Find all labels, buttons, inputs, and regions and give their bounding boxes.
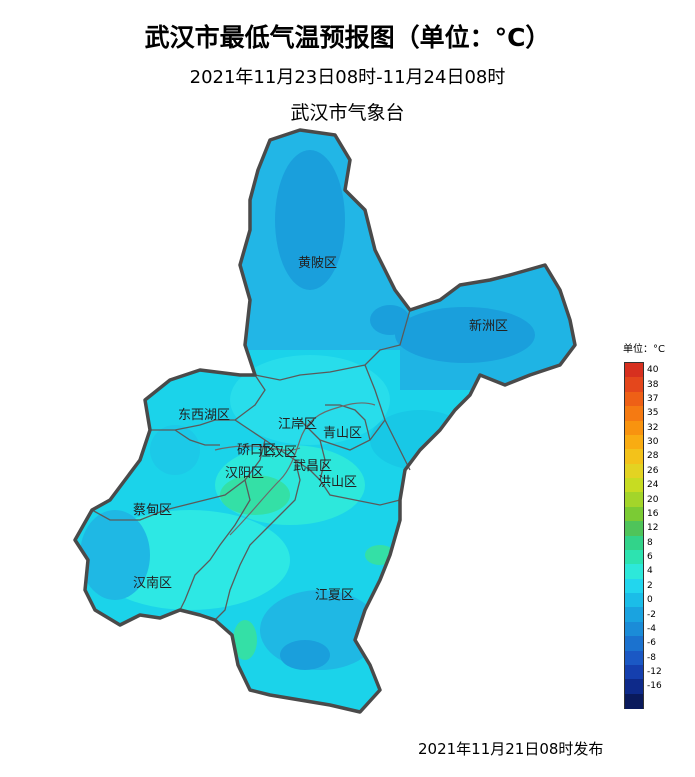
legend-label: 32 xyxy=(647,422,659,433)
legend-swatch xyxy=(625,593,643,608)
legend-label: 6 xyxy=(647,552,653,563)
color-legend: 40 38 37 35 32 30 28 26 24 20 16 12 8 6 4 2 0 -2 -4 -6 -8 -12… xyxy=(624,362,662,709)
legend-label: 37 xyxy=(647,393,659,404)
legend-title: 单位：°C xyxy=(623,344,665,355)
legend-label: 26 xyxy=(647,465,659,476)
legend-label: -16 xyxy=(647,681,662,692)
legend-label: 12 xyxy=(647,523,659,534)
legend-swatch xyxy=(625,607,643,623)
legend-label: 30 xyxy=(647,437,659,448)
legend-label: 38 xyxy=(647,379,659,390)
legend-label: -4 xyxy=(647,623,656,634)
label-huangpi: 黄陂区 xyxy=(298,255,337,271)
legend-swatch xyxy=(625,621,643,637)
legend-swatch xyxy=(625,463,643,479)
legend-swatch xyxy=(625,506,643,522)
legend-label: -8 xyxy=(647,652,656,663)
legend-swatch xyxy=(625,406,643,421)
legend-label: 0 xyxy=(647,595,653,606)
legend-label: 28 xyxy=(647,451,659,462)
label-hongshan: 洪山区 xyxy=(318,475,357,490)
legend-label: 8 xyxy=(647,537,653,548)
legend-swatch xyxy=(625,650,643,666)
label-caidian: 蔡甸区 xyxy=(133,503,172,518)
legend-swatch xyxy=(625,693,643,709)
legend-label: -12 xyxy=(647,667,662,678)
label-xinzhou: 新洲区 xyxy=(469,318,508,334)
legend-swatch xyxy=(625,636,643,651)
legend-swatch xyxy=(625,549,643,565)
legend-swatch xyxy=(625,391,643,407)
forecast-period: 2021年11月23日08时-11月24日08时 xyxy=(189,67,506,88)
label-qingshan: 青山区 xyxy=(323,426,362,441)
legend-label: -2 xyxy=(647,609,656,620)
city-border xyxy=(73,128,577,714)
map-title: 武汉市最低气温预报图（单位：°C） xyxy=(144,23,551,52)
legend-label: 35 xyxy=(647,408,659,419)
legend-label: 16 xyxy=(647,508,659,519)
legend-label: -6 xyxy=(647,638,656,649)
label-jiangxia: 江夏区 xyxy=(315,588,354,603)
label-jiangan: 江岸区 xyxy=(278,417,317,432)
legend-label: 2 xyxy=(647,580,653,591)
label-jianghan: 江汉区 xyxy=(258,445,297,460)
label-hanyang: 汉阳区 xyxy=(225,466,264,481)
legend-swatch xyxy=(625,492,643,508)
publish-time: 2021年11月21日08时发布 xyxy=(418,740,604,758)
legend-swatch xyxy=(625,535,643,551)
legend-swatch xyxy=(625,420,643,436)
legend-swatch xyxy=(625,478,643,493)
label-wuchang: 武昌区 xyxy=(293,459,332,474)
district-boundaries xyxy=(91,309,411,621)
label-qiaokou: 硚口区 xyxy=(237,443,276,458)
issuer-name: 武汉市气象台 xyxy=(290,102,405,124)
label-hannan: 汉南区 xyxy=(133,575,172,591)
legend-swatch xyxy=(625,578,643,594)
rivers xyxy=(214,402,376,536)
legend-swatch xyxy=(625,521,643,536)
label-dongxihu: 东西湖区 xyxy=(178,408,230,423)
legend-label: 24 xyxy=(647,480,659,491)
legend-label: 20 xyxy=(647,494,659,505)
legend-swatch xyxy=(625,664,643,680)
legend-swatch xyxy=(625,449,643,465)
legend-swatch xyxy=(625,564,643,580)
legend-swatch xyxy=(625,363,643,378)
legend-swatch xyxy=(625,434,643,450)
legend-label: 40 xyxy=(647,365,659,376)
legend-swatch xyxy=(625,377,643,393)
legend-swatch xyxy=(625,679,643,695)
legend-label: 4 xyxy=(647,566,653,577)
